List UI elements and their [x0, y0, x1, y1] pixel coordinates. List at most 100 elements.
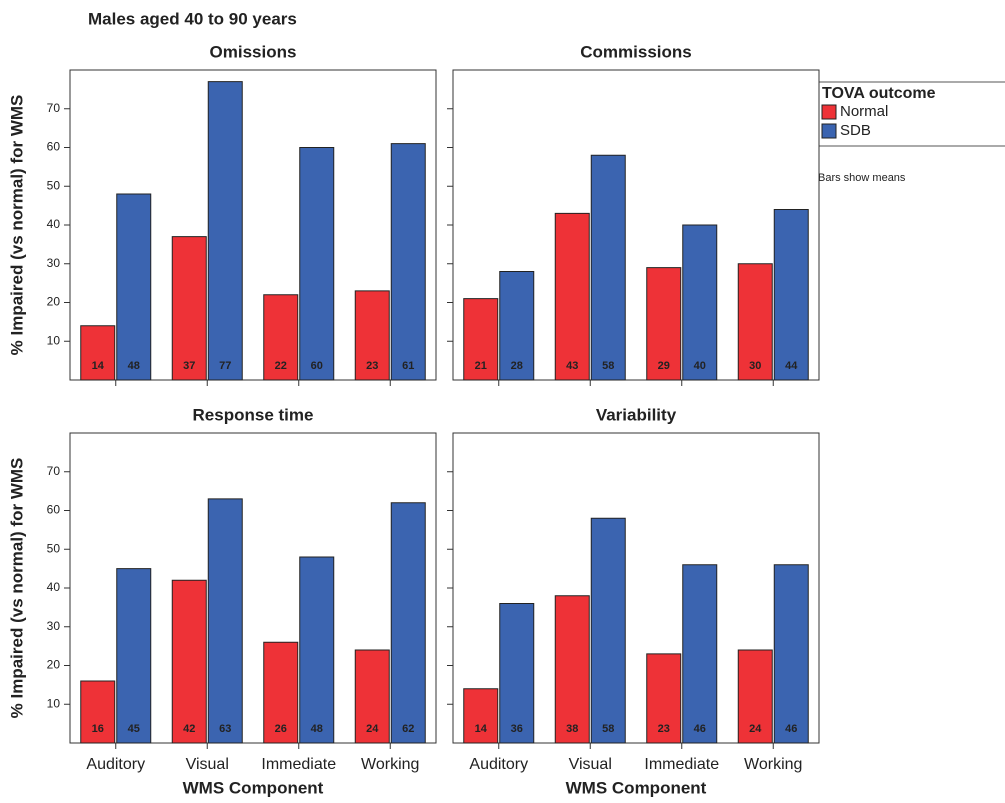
bar [80, 680, 116, 744]
legend-label: Normal [840, 103, 888, 120]
y-tick-label: 60 [47, 503, 61, 517]
bar [554, 595, 590, 744]
value-label: 16 [92, 723, 104, 735]
bar [682, 224, 718, 381]
bar [171, 236, 207, 381]
value-label: 62 [402, 723, 414, 735]
value-label: 29 [658, 360, 670, 372]
y-axis-label: % Impaired (vs normal) for WMS [7, 95, 26, 356]
y-tick-label: 70 [47, 101, 61, 115]
legend-label: SDB [840, 122, 871, 139]
y-tick-label: 50 [47, 541, 61, 555]
bar [354, 649, 390, 744]
x-tick-label: Immediate [644, 756, 719, 773]
bar [207, 498, 243, 744]
legend-swatch [821, 123, 837, 139]
bar [299, 556, 335, 744]
y-tick-label: 40 [47, 217, 61, 231]
bar [737, 649, 773, 744]
value-label: 23 [366, 360, 378, 372]
bar [499, 603, 535, 744]
value-label: 58 [602, 723, 614, 735]
value-label: 48 [311, 723, 323, 735]
value-label: 24 [366, 723, 379, 735]
y-axis-label: % Impaired (vs normal) for WMS [7, 458, 26, 719]
x-axis-label: WMS Component [566, 778, 707, 797]
bar [646, 653, 682, 744]
value-label: 58 [602, 360, 614, 372]
bar [590, 517, 626, 744]
bar [299, 147, 335, 381]
figure-title: Males aged 40 to 90 years [88, 9, 297, 28]
value-label: 23 [658, 723, 670, 735]
bar [646, 267, 682, 381]
value-label: 46 [694, 723, 706, 735]
bar [171, 579, 207, 744]
value-label: 14 [92, 360, 105, 372]
value-label: 24 [749, 723, 762, 735]
x-tick-label: Working [744, 756, 802, 773]
y-tick-label: 30 [47, 619, 61, 633]
x-axis-label: WMS Component [183, 778, 324, 797]
panel-title: Variability [596, 405, 677, 424]
y-tick-label: 10 [47, 696, 61, 710]
x-tick-label: Auditory [86, 756, 145, 773]
y-tick-label: 20 [47, 658, 61, 672]
value-label: 44 [785, 360, 798, 372]
value-label: 77 [219, 360, 231, 372]
value-label: 38 [566, 723, 578, 735]
bar [390, 502, 426, 744]
bar [263, 294, 299, 381]
value-label: 42 [183, 723, 195, 735]
y-tick-label: 30 [47, 256, 61, 270]
panel-title: Response time [193, 405, 314, 424]
bar [116, 568, 152, 744]
value-label: 60 [311, 360, 323, 372]
value-label: 63 [219, 723, 231, 735]
bar [354, 290, 390, 381]
bar [773, 564, 809, 744]
value-label: 30 [749, 360, 761, 372]
x-tick-label: Working [361, 756, 419, 773]
y-tick-label: 70 [47, 464, 61, 478]
bar [390, 143, 426, 381]
bar [116, 193, 152, 381]
value-label: 36 [511, 723, 523, 735]
note: Bars show means [818, 172, 906, 184]
x-tick-label: Visual [186, 756, 229, 773]
bar [773, 209, 809, 381]
bar [590, 154, 626, 381]
value-label: 45 [128, 723, 140, 735]
x-tick-label: Visual [569, 756, 612, 773]
value-label: 21 [475, 360, 487, 372]
bar [554, 212, 590, 381]
bar [499, 271, 535, 381]
value-label: 40 [694, 360, 706, 372]
value-label: 61 [402, 360, 414, 372]
bar [737, 263, 773, 381]
panel-title: Commissions [580, 42, 691, 61]
value-label: 28 [511, 360, 523, 372]
x-tick-label: Auditory [469, 756, 528, 773]
bar [80, 325, 116, 381]
value-label: 22 [275, 360, 287, 372]
x-tick-label: Immediate [261, 756, 336, 773]
value-label: 26 [275, 723, 287, 735]
y-tick-label: 60 [47, 140, 61, 154]
legend-title: TOVA outcome [822, 85, 936, 102]
value-label: 48 [128, 360, 140, 372]
value-label: 14 [475, 723, 488, 735]
legend-swatch [821, 104, 837, 120]
panel-title: Omissions [210, 42, 297, 61]
bar [207, 81, 243, 381]
y-tick-label: 10 [47, 333, 61, 347]
bar [463, 688, 499, 744]
y-tick-label: 50 [47, 178, 61, 192]
value-label: 43 [566, 360, 578, 372]
bar [263, 641, 299, 744]
bar [682, 564, 718, 744]
y-tick-label: 40 [47, 580, 61, 594]
y-tick-label: 20 [47, 295, 61, 309]
value-label: 37 [183, 360, 195, 372]
